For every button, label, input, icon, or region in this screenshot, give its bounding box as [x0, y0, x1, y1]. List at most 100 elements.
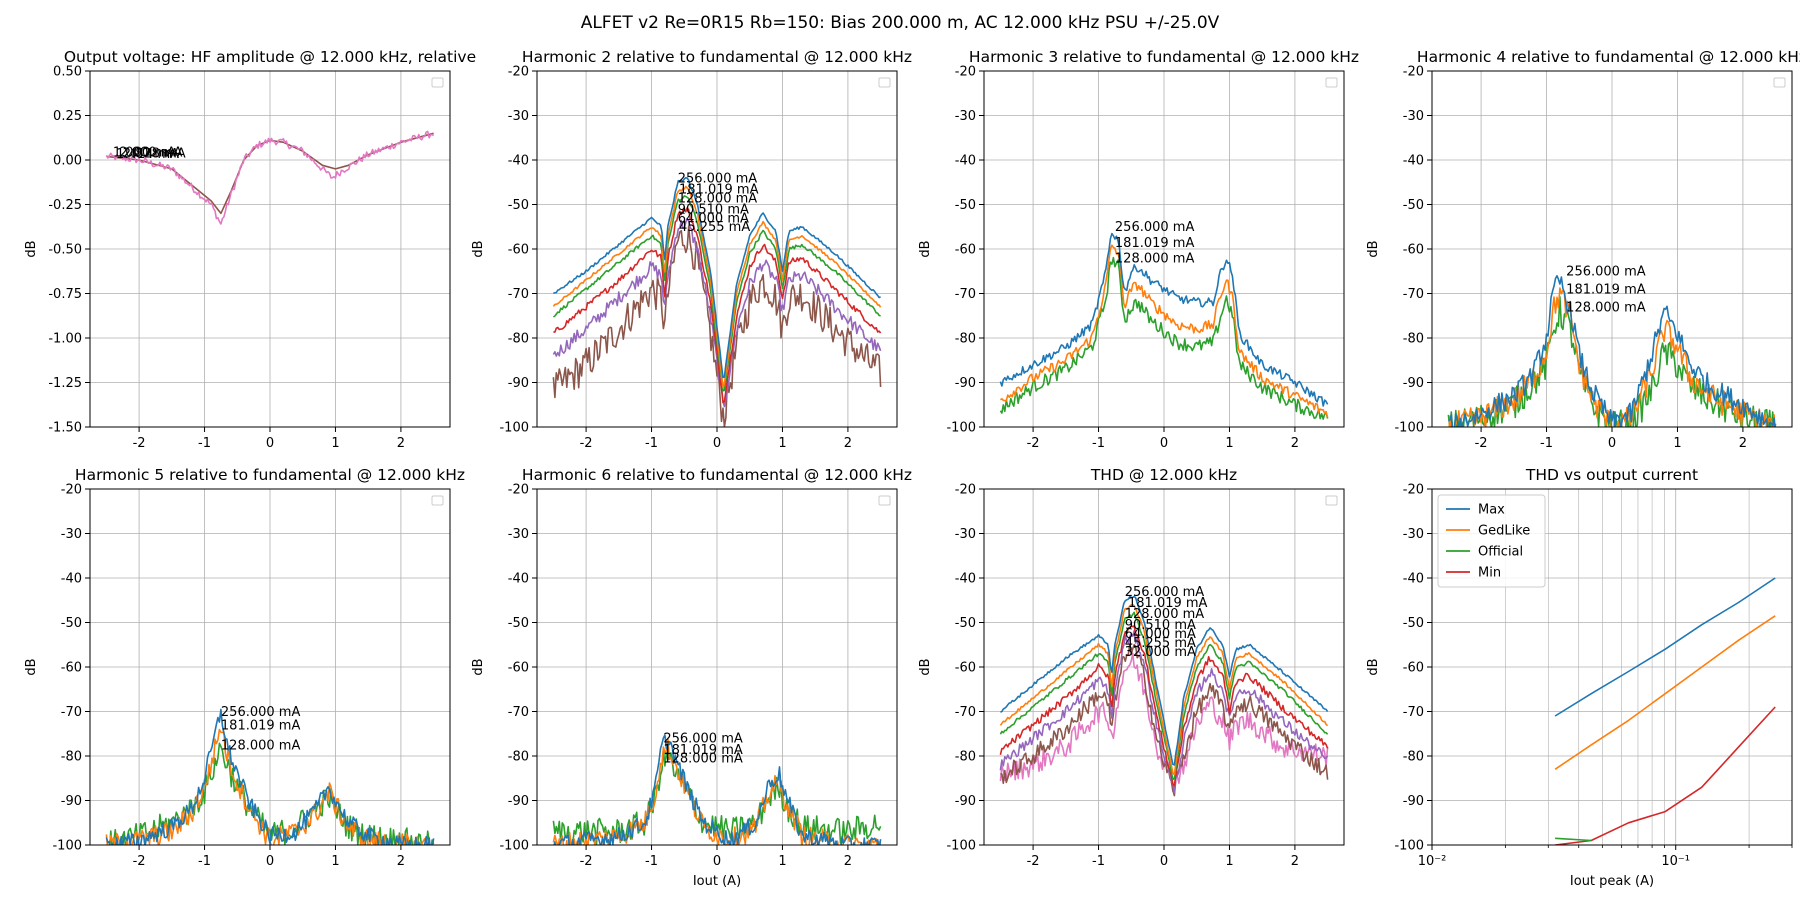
y-tick-label: -100 — [1394, 421, 1424, 436]
x-tick-label: -2 — [1475, 436, 1488, 451]
chart-title: Harmonic 2 relative to fundamental @ 12.… — [522, 48, 912, 66]
annotation-label: 128.000 mA — [1115, 251, 1195, 266]
y-axis-label: dB — [1366, 240, 1381, 257]
annotation-label: 181.019 mA — [1115, 236, 1195, 251]
series-group — [999, 595, 1329, 797]
y-tick-label: -90 — [508, 794, 529, 809]
grid — [537, 488, 897, 846]
y-tick-label: -70 — [1403, 705, 1424, 720]
series-line — [105, 130, 435, 225]
y-tick-label: -50 — [508, 198, 529, 213]
x-tick-label: 0 — [266, 854, 274, 869]
grid — [90, 70, 450, 428]
legend-box — [1325, 77, 1338, 88]
x-tick-label: -2 — [1027, 854, 1040, 869]
x-tick-label: 2 — [844, 436, 852, 451]
y-tick-label: -60 — [1403, 661, 1424, 676]
legend-label: GedLike — [1478, 524, 1530, 539]
series-line — [1555, 706, 1776, 845]
y-tick-label: -30 — [1403, 109, 1424, 124]
x-axis-label: Iout (A) — [693, 874, 741, 889]
y-tick-label: -30 — [955, 527, 976, 542]
y-tick-label: -0.25 — [48, 198, 82, 213]
x-tick-label: 1 — [331, 854, 339, 869]
x-tick-label: -1 — [1092, 854, 1105, 869]
legend-box — [878, 77, 891, 88]
y-tick-label: -40 — [508, 572, 529, 587]
annotation-label: 256.000 mA — [1115, 220, 1195, 235]
chart-title: Harmonic 3 relative to fundamental @ 12.… — [969, 48, 1359, 66]
y-tick-label: -90 — [61, 794, 82, 809]
y-tick-label: -70 — [508, 705, 529, 720]
y-tick-label: -30 — [1403, 527, 1424, 542]
annotation-label: 181.019 mA — [679, 182, 759, 197]
legend-label: Official — [1478, 545, 1523, 560]
y-tick-label: -80 — [955, 332, 976, 347]
series-line — [105, 708, 435, 845]
annotation-label: 181.019 mA — [221, 718, 301, 733]
y-tick-label: -90 — [955, 376, 976, 391]
chart-panel: 1.000 mA1.414 mA2.000 mA2.828 mA 0.50 0.25… — [24, 48, 476, 451]
x-tick-label: -1 — [1540, 436, 1553, 451]
legend: Max GedLike Official Min — [1437, 494, 1546, 588]
x-tick-label: 2 — [397, 436, 405, 451]
y-tick-label: -40 — [1403, 154, 1424, 169]
y-tick-label: -20 — [955, 65, 976, 80]
y-axis-label: dB — [918, 658, 933, 675]
annotation-label: 128.000 mA — [1125, 607, 1205, 622]
y-tick-label: -20 — [955, 483, 976, 498]
x-tick-label: -1 — [645, 436, 658, 451]
annotation-label: 45.255 mA — [679, 220, 750, 235]
y-tick-label: -20 — [508, 65, 529, 80]
x-tick-label: 1 — [331, 436, 339, 451]
series-line — [553, 177, 881, 379]
y-tick-label: 0.50 — [53, 65, 82, 80]
y-tick-label: -1.00 — [48, 332, 82, 347]
y-tick-label: -100 — [499, 839, 529, 854]
x-tick-label: 0 — [266, 436, 274, 451]
x-tick-label: -1 — [1092, 436, 1105, 451]
series-group — [1554, 577, 1776, 845]
x-tick-label: 1 — [1225, 436, 1233, 451]
y-axis-label: dB — [24, 240, 39, 257]
x-tick-label: -2 — [1027, 436, 1040, 451]
y-tick-label: -60 — [61, 661, 82, 676]
annotation-label: 256.000 mA — [1125, 585, 1205, 600]
legend-box — [1437, 494, 1546, 588]
y-tick-label: -80 — [61, 750, 82, 765]
series-line — [999, 625, 1329, 787]
series-line — [999, 611, 1329, 781]
x-tick-label: 10⁻² — [1418, 854, 1447, 869]
y-tick-label: -40 — [508, 154, 529, 169]
series-line — [1000, 595, 1329, 766]
y-tick-label: -20 — [1403, 483, 1424, 498]
x-tick-label: 2 — [1291, 436, 1299, 451]
y-tick-label: -90 — [955, 794, 976, 809]
y-tick-label: -80 — [1403, 750, 1424, 765]
chart-title: Harmonic 5 relative to fundamental @ 12.… — [75, 466, 465, 484]
y-tick-label: -50 — [955, 198, 976, 213]
y-tick-label: -0.75 — [48, 287, 82, 302]
annotation-label: 128.000 mA — [221, 738, 301, 753]
series-line — [552, 225, 882, 427]
chart-title: Output voltage: HF amplitude @ 12.000 kH… — [64, 48, 476, 66]
x-axis-label: Iout peak (A) — [1570, 874, 1654, 889]
x-tick-label: 0 — [713, 436, 721, 451]
x-tick-label: 1 — [778, 436, 786, 451]
legend-box — [1773, 77, 1786, 88]
y-tick-label: -50 — [61, 616, 82, 631]
x-tick-label: 1 — [1673, 436, 1681, 451]
annotation-label: 90.510 mA — [1125, 618, 1196, 633]
y-tick-label: -30 — [61, 527, 82, 542]
y-axis-label: dB — [24, 658, 39, 675]
y-tick-label: -60 — [955, 243, 976, 258]
x-tick-label: 2 — [1739, 436, 1747, 451]
y-tick-label: -30 — [508, 527, 529, 542]
grid — [1432, 70, 1792, 428]
x-tick-label: 2 — [397, 854, 405, 869]
x-tick-label: -2 — [580, 436, 593, 451]
